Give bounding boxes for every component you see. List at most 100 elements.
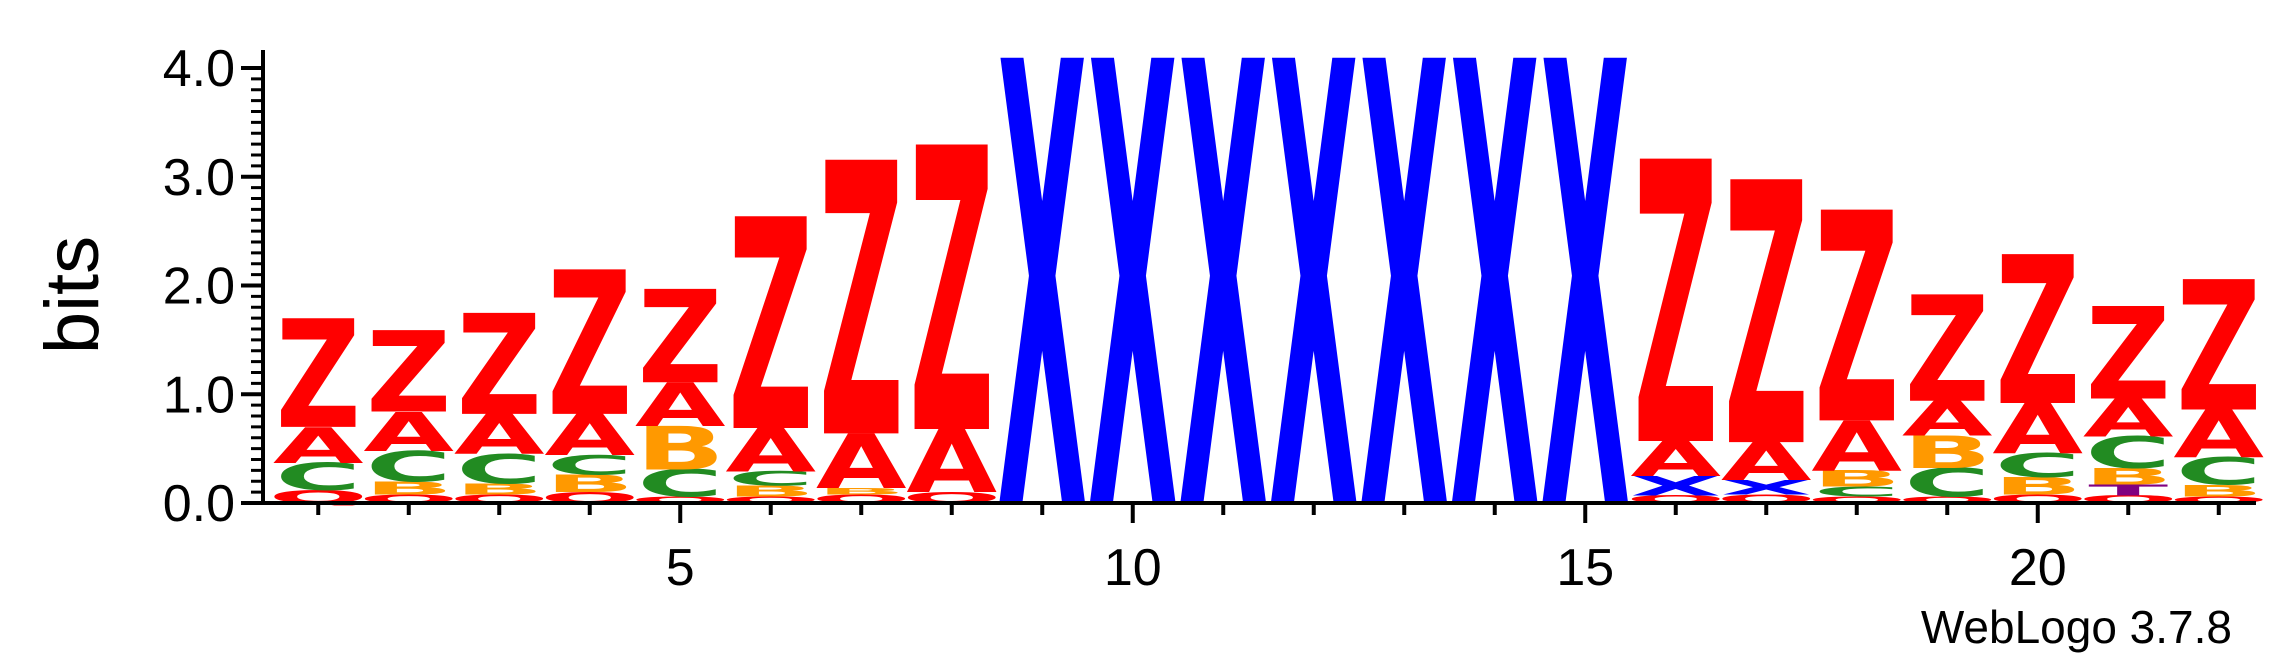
letter-Q-pos-18: Q: [1807, 495, 1907, 505]
letter-B-pos-19: B: [1903, 427, 1992, 479]
letter-Z-pos-19: Z: [1905, 266, 1990, 436]
letter-Z-pos-6: Z: [728, 159, 813, 497]
letter-X-pos-10: X: [1088, 0, 1178, 647]
letter-X-pos-12: X: [1269, 0, 1359, 647]
letter-Q-pos-22: Q: [2169, 495, 2269, 505]
y-tick-label: 3.0: [163, 149, 235, 207]
stack-position-8: QAZ: [902, 67, 1002, 521]
letter-A-pos-3: A: [454, 403, 545, 467]
letter-Q-pos-6: Q: [721, 495, 821, 505]
y-axis: 0.0 1.0 2.0 3.0 4.0: [163, 40, 265, 533]
stack-position-10: X: [1088, 0, 1178, 647]
letter-B-pos-6: B: [726, 483, 815, 500]
letter-X-pos-15: X: [1540, 0, 1630, 647]
stack-position-11: X: [1178, 0, 1268, 647]
letter-Z-pos-16: Z: [1633, 82, 1718, 533]
letter-X-pos-17: X: [1721, 476, 1811, 499]
letter-Z-pos-22: Z: [2176, 244, 2261, 452]
letter-A-pos-2: A: [363, 401, 454, 463]
letter-X-pos-14: X: [1450, 0, 1540, 647]
letter-X-pos-16: X: [1631, 471, 1721, 502]
letter-B-pos-3: B: [455, 481, 544, 498]
stack-position-13: X: [1359, 0, 1449, 647]
letter-C-pos-4: C: [547, 450, 633, 481]
stack-position-15: X: [1540, 0, 1630, 647]
y-tick-label: 1.0: [163, 366, 235, 424]
letter-B-pos-21: B: [2084, 464, 2173, 490]
stack-position-9: X: [997, 0, 1087, 647]
letter-B-pos-7: B: [817, 486, 906, 496]
letter-A-pos-8: A: [906, 412, 997, 513]
letter-Z-pos-20: Z: [1995, 215, 2080, 452]
letter-Z-pos-18: Z: [1814, 153, 1899, 490]
letter-Q-pos-19: Q: [1897, 495, 1997, 505]
x-tick-label: 10: [1104, 539, 1162, 597]
letter-A-pos-21: A: [2083, 389, 2174, 449]
letter-Z-pos-1: Z: [276, 289, 361, 462]
letter-C-pos-2: C: [366, 442, 452, 491]
letter-Z-pos-7: Z: [819, 85, 904, 522]
letter-A-pos-20: A: [1992, 389, 2083, 469]
letter-A-pos-19: A: [1902, 392, 1993, 447]
letter-C-pos-6: C: [728, 468, 814, 491]
stack-position-14: X: [1450, 0, 1540, 647]
letter-C-pos-1: C: [275, 456, 361, 499]
y-tick-label: 0.0: [163, 475, 235, 533]
letter-X-pos-11: X: [1178, 0, 1268, 647]
stack-position-12: X: [1269, 0, 1359, 647]
letter-C-pos-20: C: [1995, 447, 2081, 485]
letter-A-pos-18: A: [1811, 407, 1902, 487]
letter-B-pos-2: B: [364, 478, 453, 499]
letter-C-pos-22: C: [2176, 450, 2262, 493]
letter-C-pos-21: C: [2085, 428, 2171, 478]
letter-B-pos-22: B: [2174, 481, 2263, 500]
x-axis: 5 10 15 20: [263, 501, 2256, 597]
letter-B-pos-4: B: [545, 470, 634, 498]
letter-A-pos-4: A: [544, 403, 635, 469]
x-tick-label: 15: [1556, 539, 1614, 597]
x-tick-label: 20: [2009, 539, 2067, 597]
letter-Z-pos-4: Z: [547, 231, 632, 461]
letter-Z-pos-3: Z: [457, 286, 542, 447]
letter-Z-pos-5: Z: [638, 263, 723, 412]
letter-A-pos-16: A: [1630, 432, 1721, 487]
y-tick-label: 2.0: [163, 258, 235, 316]
letter-T-pos-21: T: [2088, 482, 2168, 499]
letter-B-pos-18: B: [1812, 466, 1901, 492]
x-tick-label: 5: [666, 539, 695, 597]
letter-A-pos-6: A: [725, 416, 816, 485]
letter-Z-pos-8: Z: [909, 67, 994, 521]
letter-Q-pos-5: Q: [630, 495, 730, 505]
letter-A-pos-5: A: [635, 371, 726, 440]
letter-X-pos-13: X: [1359, 0, 1449, 647]
letter-A-pos-17: A: [1721, 432, 1812, 492]
letter-Z-pos-2: Z: [366, 308, 451, 438]
letter-A-pos-1: A: [273, 418, 364, 475]
letter-C-pos-5: C: [637, 462, 723, 505]
letter-X-pos-9: X: [997, 0, 1087, 647]
letter-B-pos-20: B: [1993, 472, 2082, 500]
letter-A-pos-22: A: [2173, 397, 2264, 473]
letter-C-pos-19: C: [1904, 461, 1990, 506]
y-axis-label: bits: [30, 236, 115, 354]
credit-label: WebLogo 3.7.8: [1920, 601, 2232, 653]
letter-C-pos-18: C: [1814, 484, 1900, 500]
letter-A-pos-7: A: [816, 419, 907, 506]
letter-Z-pos-21: Z: [2086, 281, 2171, 428]
y-tick-label: 4.0: [163, 40, 235, 98]
